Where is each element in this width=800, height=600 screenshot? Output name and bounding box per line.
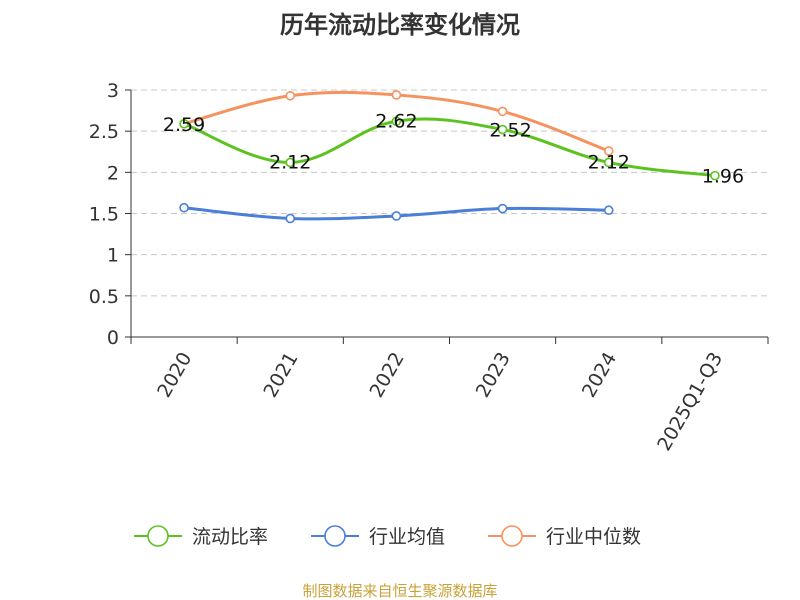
data-point[interactable] [603,146,614,156]
x-tick-label: 2024 [578,349,621,402]
data-point[interactable] [497,203,508,214]
data-labels: 2.59 2.12 2.62 2.52 2.12 1.96 [163,110,744,187]
data-point[interactable] [391,211,402,221]
data-label: 2.59 [163,114,205,136]
data-point[interactable] [391,90,402,100]
legend-marker [501,525,523,547]
legend-item[interactable]: 行业均值 [311,525,445,548]
data-label: 2.12 [269,151,311,173]
chart-title: 历年流动比率变化情况 [280,11,520,39]
legend-item[interactable]: 行业中位数 [488,525,641,548]
legend-item[interactable]: 流动比率 [134,525,268,548]
y-tick-label: 0.5 [89,286,119,308]
data-point[interactable] [285,90,296,101]
grid [131,89,768,297]
series [179,90,720,224]
data-point[interactable] [710,170,720,181]
data-label: 2.12 [588,151,630,173]
data-point[interactable] [497,106,508,117]
legend-label: 行业均值 [369,526,445,548]
data-point[interactable] [285,157,296,168]
legend[interactable]: 流动比率 行业均值 行业中位数 [134,525,641,548]
legend-label: 流动比率 [192,526,268,548]
x-tick-label: 2021 [259,349,302,402]
data-label: 2.62 [375,110,417,132]
y-tick-label: 1 [107,245,119,267]
series-line [183,117,716,178]
x-tick-label: 2022 [366,349,409,402]
series-1 [179,202,614,224]
x-tick-label: 2025Q1-Q3 [653,349,727,455]
x-tick-label: 2023 [472,349,515,402]
data-label: 1.96 [702,166,744,188]
axes: 0 0.5 1 1.5 2 2.5 3 2020 2021 2022 2023 2024 2025Q1-… [89,80,769,455]
legend-marker [147,525,169,547]
data-point[interactable] [603,157,614,168]
y-tick-label: 2.5 [89,121,119,143]
data-point[interactable] [179,202,189,213]
source-note: 制图数据来自恒生聚源数据库 [302,582,497,600]
y-tick-label: 2 [107,162,119,184]
data-point[interactable] [179,118,189,129]
x-tick-label: 2020 [153,349,196,402]
data-point[interactable] [603,205,614,216]
legend-label: 行业中位数 [546,526,641,548]
data-point[interactable] [285,213,296,224]
y-tick-label: 1.5 [89,204,119,226]
y-tick-label: 3 [107,80,119,102]
data-point[interactable] [497,124,508,135]
legend-marker [324,525,346,547]
series-0 [179,116,720,181]
data-point[interactable] [391,116,402,127]
data-label: 2.52 [489,120,531,142]
y-tick-label: 0 [107,327,119,349]
